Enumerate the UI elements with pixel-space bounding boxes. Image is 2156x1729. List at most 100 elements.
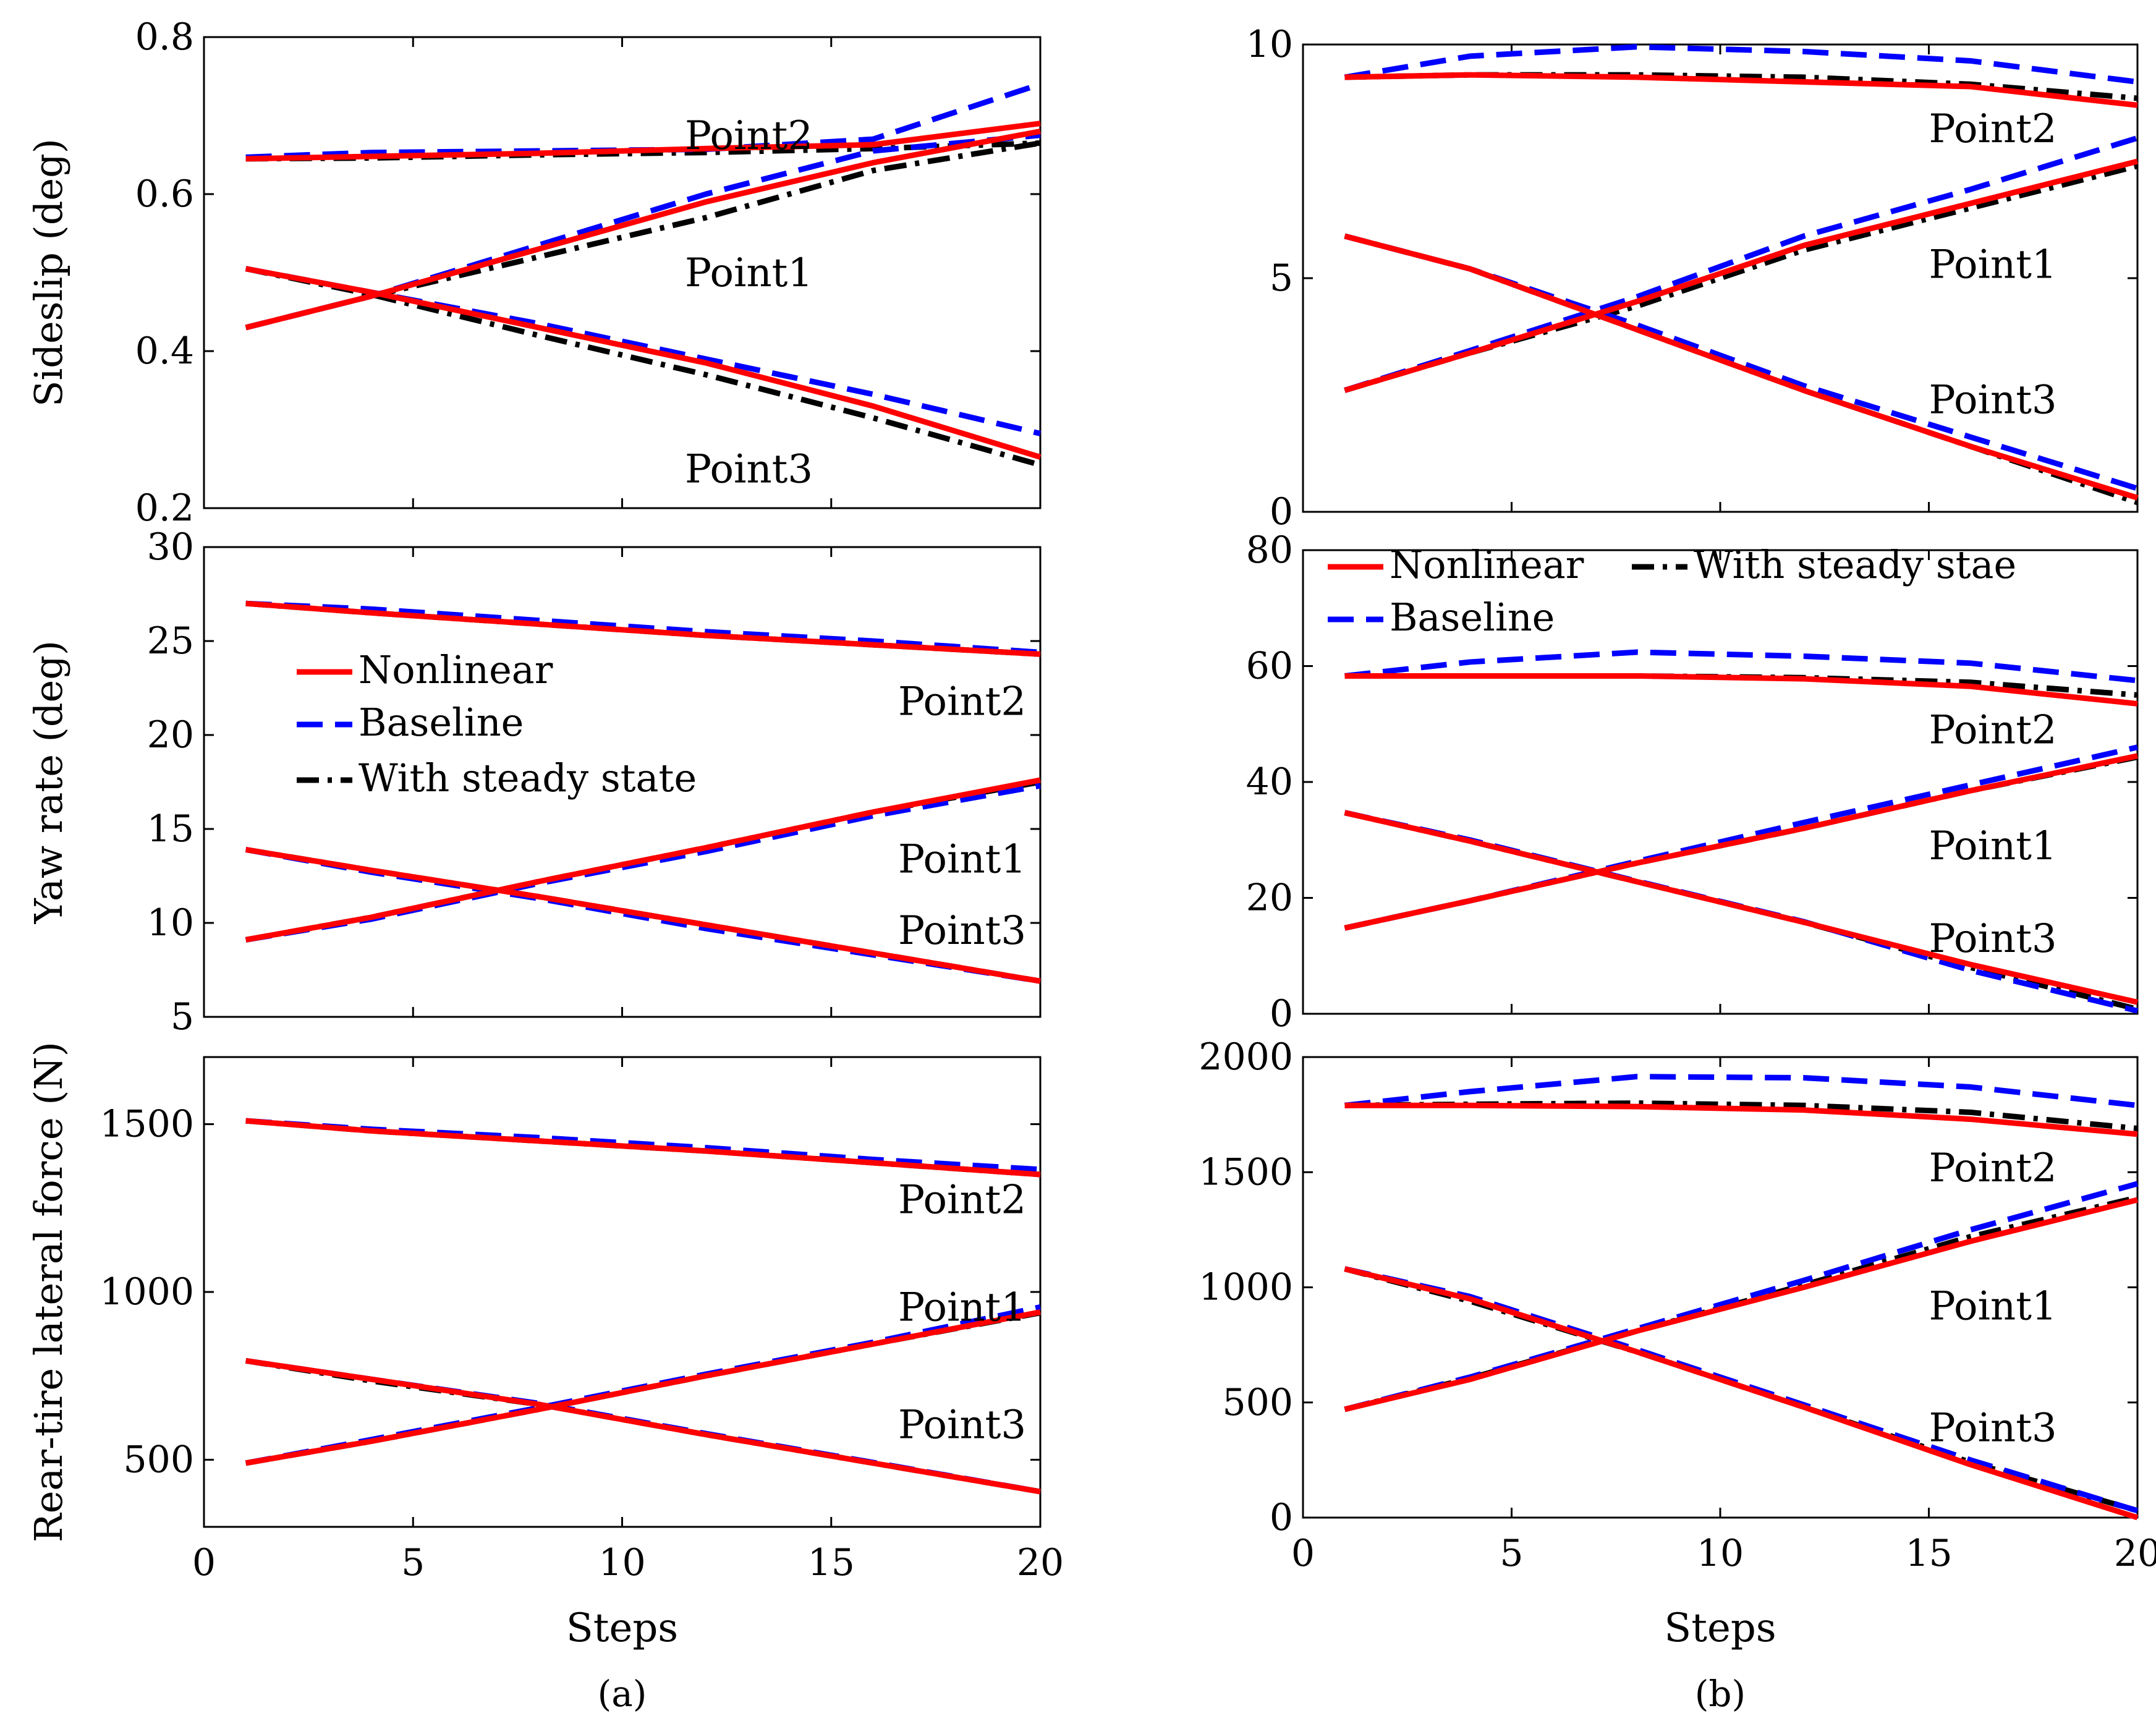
- annotation-point3: Point3: [1929, 916, 2057, 962]
- annotation-point3: Point3: [685, 447, 813, 493]
- y-tick-label: 0.2: [135, 486, 194, 530]
- series-line-nonlinear-point3: [1344, 810, 2138, 1005]
- panel-b_yaw: 0 20 40 60 80 Point2 Point1 Point3 Nonlinear With…: [1246, 529, 2139, 1035]
- y-tick-label: 10: [147, 901, 194, 945]
- y-tick-label: 500: [1222, 1381, 1293, 1424]
- y-tick-label: 20: [147, 713, 194, 757]
- series-line-baseline-point2: [1344, 44, 2138, 85]
- series-line-baseline-point2: [1344, 1074, 2138, 1108]
- legend-label: Baseline: [359, 700, 524, 745]
- y-tick-label: 60: [1246, 645, 1293, 688]
- y-tick-label: 1000: [100, 1270, 194, 1314]
- series-line-nonlinear-point2: [245, 121, 1041, 162]
- y-tick-label: 0: [1270, 490, 1293, 533]
- y-tick-label: 0.6: [135, 172, 194, 216]
- series-line-baseline-point3: [1344, 233, 2139, 491]
- y-tick-label: 0: [1270, 992, 1293, 1035]
- series-line-nonlinear-point1: [1344, 1197, 2139, 1413]
- x-tick-label: 0: [192, 1541, 216, 1584]
- x-tick-label: 5: [1500, 1532, 1523, 1575]
- y-tick-label: 0.4: [135, 329, 194, 373]
- x-tick-label: 5: [401, 1541, 425, 1584]
- series-line-baseline-point1: [1344, 1181, 2139, 1413]
- y-axis-label: Rear-tire lateral force (N): [26, 1042, 71, 1542]
- series-line-baseline-point3: [245, 266, 1042, 436]
- panel-a_sideslip: 0.2 0.4 0.6 0.8 Point2 Point1 Point3 Sideslip (…: [26, 15, 1042, 530]
- annotation-point1: Point1: [1929, 242, 2057, 287]
- legend-label: Nonlinear: [359, 647, 553, 692]
- annotation-point1: Point1: [1929, 1283, 2057, 1329]
- y-tick-label: 1000: [1199, 1266, 1293, 1309]
- y-tick-label: 30: [147, 525, 194, 569]
- annotation-point3: Point3: [898, 1402, 1026, 1448]
- x-tick-label: 15: [808, 1541, 855, 1584]
- annotation-point2: Point2: [898, 679, 1026, 724]
- series-line-nonlinear-point1: [1344, 158, 2139, 393]
- panel-caption: (a): [598, 1673, 647, 1715]
- panel-a_yaw: 5 10 15 20 25 30 Point2 Point1 Point3 Yaw rate (d…: [26, 525, 1042, 1039]
- x-axis-label: Steps: [1664, 1605, 1776, 1651]
- y-tick-label: 20: [1246, 877, 1293, 920]
- annotation-point3: Point3: [1929, 1406, 2057, 1451]
- series-line-nonlinear-point1: [1344, 753, 2138, 931]
- legend-label: With steady state: [359, 755, 697, 801]
- x-tick-label: 20: [2114, 1532, 2156, 1575]
- series-line-nonlinear-point1: [245, 128, 1041, 331]
- panel-a_force: 0 5 10 15 20 500 1000 1500 Point2 Point1 Point3 Rea…: [26, 1042, 1064, 1715]
- legend-label: Baseline: [1390, 595, 1555, 640]
- series-line-baseline-point2: [245, 81, 1042, 160]
- x-tick-label: 10: [1697, 1532, 1744, 1575]
- series-line-nonlinear-point1: [245, 1309, 1041, 1466]
- y-axis-label: Sideslip (deg): [26, 138, 71, 407]
- panel-b_sideslip: 0 5 10 Point2 Point1 Point3: [1246, 23, 2139, 533]
- annotation-point1: Point1: [1929, 823, 2057, 869]
- series-line-nonlinear-point3: [245, 1357, 1041, 1495]
- series-line-nonlinear-point3: [1344, 233, 2139, 501]
- y-tick-label: 0: [1270, 1496, 1293, 1539]
- series-line-nonlinear-point3: [245, 846, 1041, 984]
- y-tick-label: 80: [1246, 529, 1293, 572]
- series-line-nonlinear-point1: [245, 777, 1041, 943]
- legend-label: Nonlinear: [1390, 542, 1584, 587]
- annotation-point1: Point1: [898, 1285, 1026, 1330]
- series-line-nonlinear-point2: [1344, 72, 2138, 108]
- legend: Nonlinear With steady stae Baseline: [1328, 542, 2016, 640]
- series-line-nonlinear-point2: [245, 600, 1041, 657]
- series-line-nonlinear-point2: [1344, 673, 2138, 707]
- series-line-nonlinear-point3: [245, 266, 1042, 460]
- legend-label: With steady stae: [1694, 542, 2016, 587]
- series-line-nonlinear-point2: [1344, 1102, 2138, 1137]
- annotation-point1: Point1: [898, 837, 1026, 883]
- annotation-point3: Point3: [898, 908, 1026, 954]
- panel-b_force: 0 5 10 15 20 0 500 1000 1500 2000 Point2 Point1 Poin…: [1199, 1035, 2156, 1715]
- series-line-nonlinear-point3: [1344, 1266, 2139, 1521]
- x-tick-label: 0: [1291, 1532, 1315, 1575]
- series-line-baseline-point1: [245, 132, 1041, 331]
- annotation-point2: Point2: [1929, 1145, 2057, 1191]
- y-tick-label: 2000: [1199, 1035, 1293, 1079]
- series-line-baseline-point1: [1344, 744, 2138, 931]
- annotation-point2: Point2: [685, 113, 813, 159]
- x-tick-label: 15: [1905, 1532, 1952, 1575]
- y-tick-label: 5: [171, 995, 194, 1039]
- x-axis-label: Steps: [566, 1605, 678, 1651]
- x-tick-label: 20: [1017, 1541, 1064, 1584]
- y-tick-label: 40: [1246, 760, 1293, 804]
- series-line-baseline-point2: [245, 1118, 1041, 1173]
- annotation-point1: Point1: [685, 250, 813, 296]
- annotation-point3: Point3: [1929, 378, 2057, 423]
- series-line-baseline-point1: [1344, 135, 2139, 393]
- annotation-point2: Point2: [898, 1178, 1026, 1223]
- annotation-point2: Point2: [1929, 708, 2057, 754]
- y-tick-label: 1500: [1199, 1150, 1293, 1194]
- series-line-nonlinear-point2: [245, 1118, 1041, 1178]
- legend: Nonlinear Baseline With steady state: [297, 647, 697, 801]
- y-tick-label: 25: [147, 619, 194, 663]
- x-tick-label: 10: [598, 1541, 645, 1584]
- panel-caption: (b): [1695, 1673, 1746, 1715]
- y-tick-label: 5: [1270, 257, 1293, 300]
- y-tick-label: 0.8: [135, 15, 194, 59]
- y-tick-label: 10: [1246, 23, 1293, 66]
- axes-frame: [203, 36, 1042, 509]
